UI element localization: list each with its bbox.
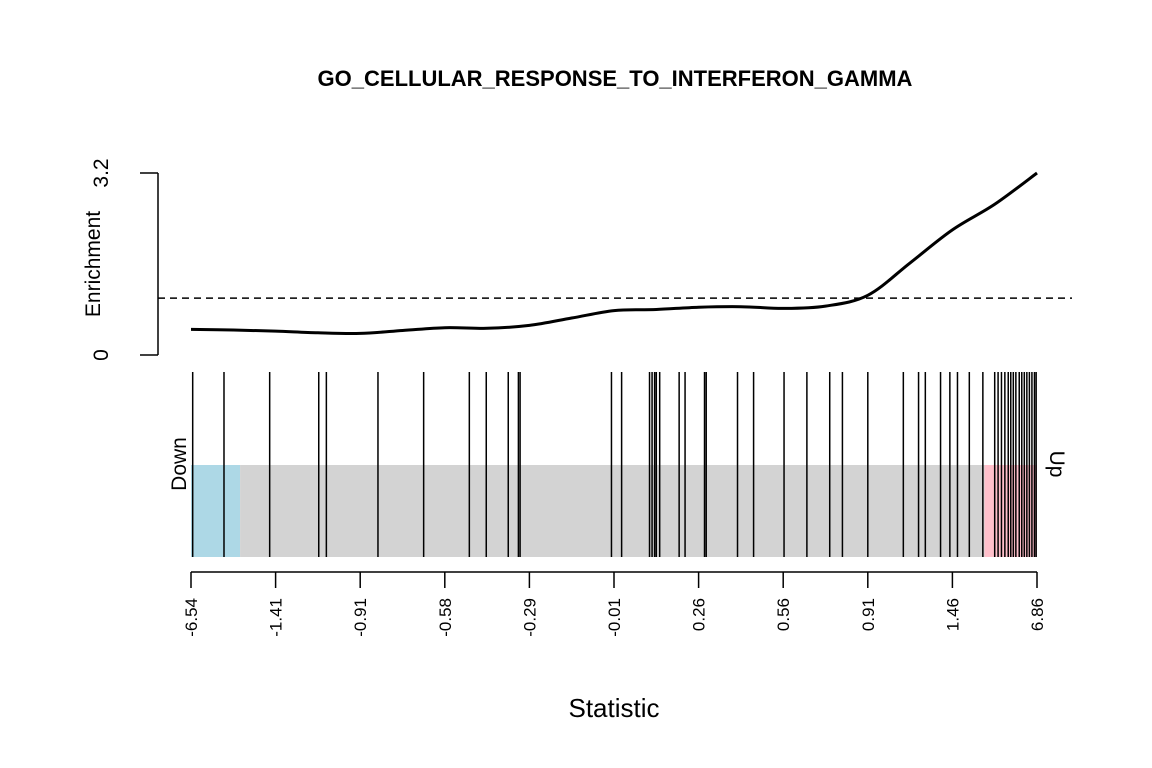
- y-tick-label-min: 0: [90, 349, 113, 361]
- statistic-x-axis: -6.54 -1.41 -0.91 -0.58 -0.29 -0.01 0.26 0.56 0.…: [182, 571, 1047, 637]
- x-axis-label: Statistic: [568, 693, 659, 723]
- barcode-bars: [191, 372, 1037, 557]
- enrichment-curve: [190, 171, 1038, 336]
- y-axis-line: [140, 172, 159, 356]
- x-tick-label-6: 0.26: [690, 598, 709, 631]
- x-tick-label-7: 0.56: [774, 598, 793, 631]
- x-tick-label-8: 0.91: [859, 598, 878, 631]
- region-middle: [240, 465, 985, 557]
- y-tick-label-max: 3.2: [90, 158, 113, 187]
- barcode-regions: [191, 465, 1037, 557]
- x-tick-label-1: -1.41: [267, 598, 286, 637]
- x-tick-label-3: -0.58: [436, 598, 455, 637]
- y-axis-label: Enrichment: [82, 211, 105, 317]
- up-label: Up: [1045, 451, 1068, 478]
- region-down: [191, 465, 241, 557]
- chart-title: GO_CELLULAR_RESPONSE_TO_INTERFERON_GAMMA: [318, 66, 913, 91]
- x-tick-label-9: 1.46: [943, 598, 962, 631]
- enrichment-y-axis: 0 3.2 Enrichment: [82, 158, 159, 361]
- x-tick-label-4: -0.29: [520, 598, 539, 637]
- x-tick-label-10: 6.86: [1028, 598, 1047, 631]
- x-tick-label-0: -6.54: [182, 598, 201, 637]
- down-label: Down: [168, 437, 191, 491]
- x-tick-label-5: -0.01: [605, 598, 624, 637]
- x-tick-label-2: -0.91: [351, 598, 370, 637]
